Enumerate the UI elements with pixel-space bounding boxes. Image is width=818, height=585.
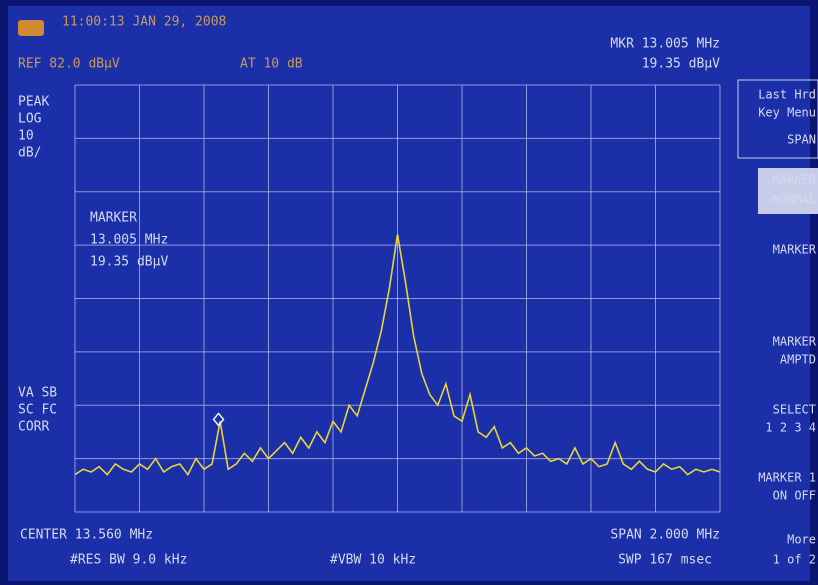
attenuation: AT 10 dB	[240, 57, 303, 72]
softkey-label[interactable]: MARKER	[773, 243, 817, 257]
display	[8, 6, 810, 581]
softkey-label[interactable]: MARKER	[773, 335, 817, 349]
scale-label: PEAK	[18, 95, 49, 110]
softkey-label[interactable]: MARKER 1	[758, 471, 816, 485]
softkey-label[interactable]: SELECT	[773, 403, 816, 417]
softkey-label[interactable]: AMPTD	[780, 353, 816, 367]
mode-label: SC FC	[18, 403, 57, 418]
softkey-label[interactable]: NORMAL	[773, 193, 816, 207]
softkey-label[interactable]: 1 2 3 4	[765, 421, 816, 435]
sweep: SWP 167 msec	[618, 553, 712, 568]
softkey-label[interactable]: MARKER	[773, 173, 817, 187]
marker-readout: 13.005 MHz	[90, 233, 168, 248]
softkey-label[interactable]: ON OFF	[773, 489, 816, 503]
softkey-label[interactable]: SPAN	[787, 133, 816, 147]
softkey-label[interactable]: Key Menu	[758, 106, 816, 120]
softkey-label[interactable]: 1 of 2	[773, 553, 816, 567]
marker-level: 19.35 dBµV	[642, 57, 720, 72]
mode-label: VA SB	[18, 386, 57, 401]
softkey-highlight	[758, 168, 818, 214]
time: 11:00:13 JAN 29, 2008	[62, 15, 226, 30]
trace	[74, 234, 721, 477]
marker-diamond	[212, 412, 225, 427]
softkey-label[interactable]: More	[787, 533, 816, 547]
marker-readout: 19.35 dBµV	[90, 255, 168, 270]
vbw: #VBW 10 kHz	[330, 553, 416, 568]
scale-label: LOG	[18, 112, 42, 127]
scale-label: dB/	[18, 146, 41, 161]
softkey-label[interactable]: Last Hrd	[758, 88, 816, 102]
rbw: #RES BW 9.0 kHz	[70, 553, 187, 568]
scale-label: 10	[18, 129, 34, 144]
marker-readout: MARKER	[90, 211, 137, 226]
ref-level: REF 82.0 dBµV	[18, 57, 120, 72]
softkey-frame	[737, 79, 818, 159]
span: SPAN 2.000 MHz	[610, 528, 720, 543]
logo	[18, 20, 44, 36]
marker-freq: MKR 13.005 MHz	[610, 37, 720, 52]
mode-label: CORR	[18, 420, 49, 435]
center-freq: CENTER 13.560 MHz	[20, 528, 153, 543]
